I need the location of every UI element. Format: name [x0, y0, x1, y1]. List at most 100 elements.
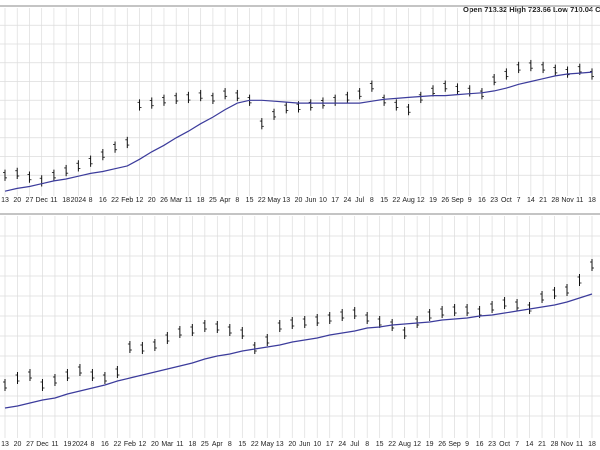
x-tick-label: 12: [136, 197, 144, 204]
x-tick-label: 25: [209, 197, 217, 204]
x-tick-label: 22: [111, 197, 119, 204]
x-tick-label: 2024: [71, 197, 87, 204]
x-tick-label: 9: [468, 197, 472, 204]
x-tick-label: Sep: [451, 197, 464, 204]
moving-average: [4, 71, 593, 192]
x-tick-label: 20: [14, 441, 22, 448]
x-tick-label: Jun: [305, 197, 316, 204]
x-tick-label: 13: [282, 197, 290, 204]
x-tick-label: Jul: [355, 197, 364, 204]
x-tick-label: Oct: [499, 441, 510, 448]
x-tick-label: Oct: [501, 197, 512, 204]
x-tick-label: Dec: [35, 197, 48, 204]
x-tick-label: 17: [326, 441, 334, 448]
x-tick-label: 17: [331, 197, 339, 204]
x-tick-label: 26: [438, 441, 446, 448]
x-tick-label: 19: [426, 441, 434, 448]
x-tick-label: 18: [188, 441, 196, 448]
x-tick-label: 8: [228, 441, 232, 448]
x-tick-label: 8: [90, 441, 94, 448]
x-tick-label: Sep: [448, 441, 461, 448]
x-tick-label: Apr: [212, 441, 224, 448]
x-tick-label: 26: [441, 197, 449, 204]
x-tick-label: 18: [62, 197, 70, 204]
x-tick-label: 10: [319, 197, 327, 204]
x-tick-label: 22: [388, 441, 396, 448]
x-tick-label: Feb: [121, 197, 133, 204]
x-tick-label: 13: [1, 197, 9, 204]
x-tick-label: 16: [101, 441, 109, 448]
x-tick-label: 11: [185, 197, 192, 204]
x-tick-label: 16: [478, 197, 486, 204]
x-tick-label: May: [261, 441, 275, 448]
x-tick-label: Nov: [561, 441, 574, 448]
x-tick-label: 7: [515, 441, 519, 448]
x-tick-label: 11: [576, 441, 583, 448]
x-tick-label: 15: [238, 441, 246, 448]
x-tick-label: 11: [576, 197, 583, 204]
x-tick-label: 25: [201, 441, 209, 448]
x-tick-label: Jul: [350, 441, 359, 448]
x-tick-label: 20: [13, 197, 21, 204]
x-tick-label: 20: [148, 197, 156, 204]
x-tick-label: 19: [429, 197, 437, 204]
x-tick-label: 16: [476, 441, 484, 448]
x-tick-label: 9: [465, 441, 469, 448]
x-tick-label: 18: [588, 197, 596, 204]
x-tick-label: 22: [251, 441, 259, 448]
x-tick-label: 14: [527, 197, 535, 204]
x-tick-label: 15: [246, 197, 254, 204]
x-tick-label: 23: [488, 441, 496, 448]
x-tick-label: 24: [344, 197, 352, 204]
x-tick-label: Jun: [299, 441, 310, 448]
quote-text: Open 713.32 High 723.66 Low 710.04 Close…: [463, 5, 600, 14]
x-tick-label: 22: [258, 197, 266, 204]
x-tick-label: 18: [197, 197, 205, 204]
x-tick-label: Dec: [36, 441, 49, 448]
x-tick-label: 21: [539, 197, 547, 204]
x-tick-label: 21: [538, 441, 546, 448]
x-tick-label: 20: [295, 197, 303, 204]
x-tick-label: 26: [160, 197, 168, 204]
x-tick-label: 23: [490, 197, 498, 204]
x-tick-label: 15: [376, 441, 384, 448]
x-tick-label: 19: [64, 441, 72, 448]
x-tick-label: 11: [176, 441, 183, 448]
x-tick-label: May: [267, 197, 281, 204]
x-tick-label: Mar: [161, 441, 174, 448]
x-tick-label: 8: [89, 197, 93, 204]
x-tick-label: 8: [370, 197, 374, 204]
x-tick-label: 8: [235, 197, 239, 204]
x-tick-label: 12: [417, 197, 425, 204]
x-tick-label: 13: [1, 441, 9, 448]
x-tick-label: Nov: [561, 197, 574, 204]
x-tick-label: 16: [99, 197, 107, 204]
x-tick-label: 27: [26, 197, 34, 204]
x-tick-label: 22: [392, 197, 400, 204]
x-tick-label: 20: [151, 441, 159, 448]
x-tick-label: Feb: [124, 441, 136, 448]
x-tick-label: 11: [51, 441, 58, 448]
x-tick-label: 24: [338, 441, 346, 448]
x-tick-label: 20: [288, 441, 296, 448]
x-tick-label: 13: [276, 441, 284, 448]
x-tick-label: 22: [114, 441, 122, 448]
x-tick-label: 11: [50, 197, 57, 204]
x-tick-label: 18: [588, 441, 596, 448]
moving-average: [4, 293, 593, 409]
x-tick-label: 28: [551, 197, 559, 204]
x-tick-label: 28: [551, 441, 559, 448]
x-tick-label: 12: [138, 441, 146, 448]
x-tick-label: Aug: [402, 197, 415, 204]
x-tick-label: 27: [26, 441, 34, 448]
x-tick-label: Mar: [170, 197, 183, 204]
x-tick-label: Aug: [398, 441, 411, 448]
x-tick-label: 15: [380, 197, 388, 204]
x-tick-label: 7: [517, 197, 521, 204]
x-tick-label: 12: [413, 441, 421, 448]
x-tick-label: 2024: [72, 441, 88, 448]
x-tick-label: 10: [313, 441, 321, 448]
